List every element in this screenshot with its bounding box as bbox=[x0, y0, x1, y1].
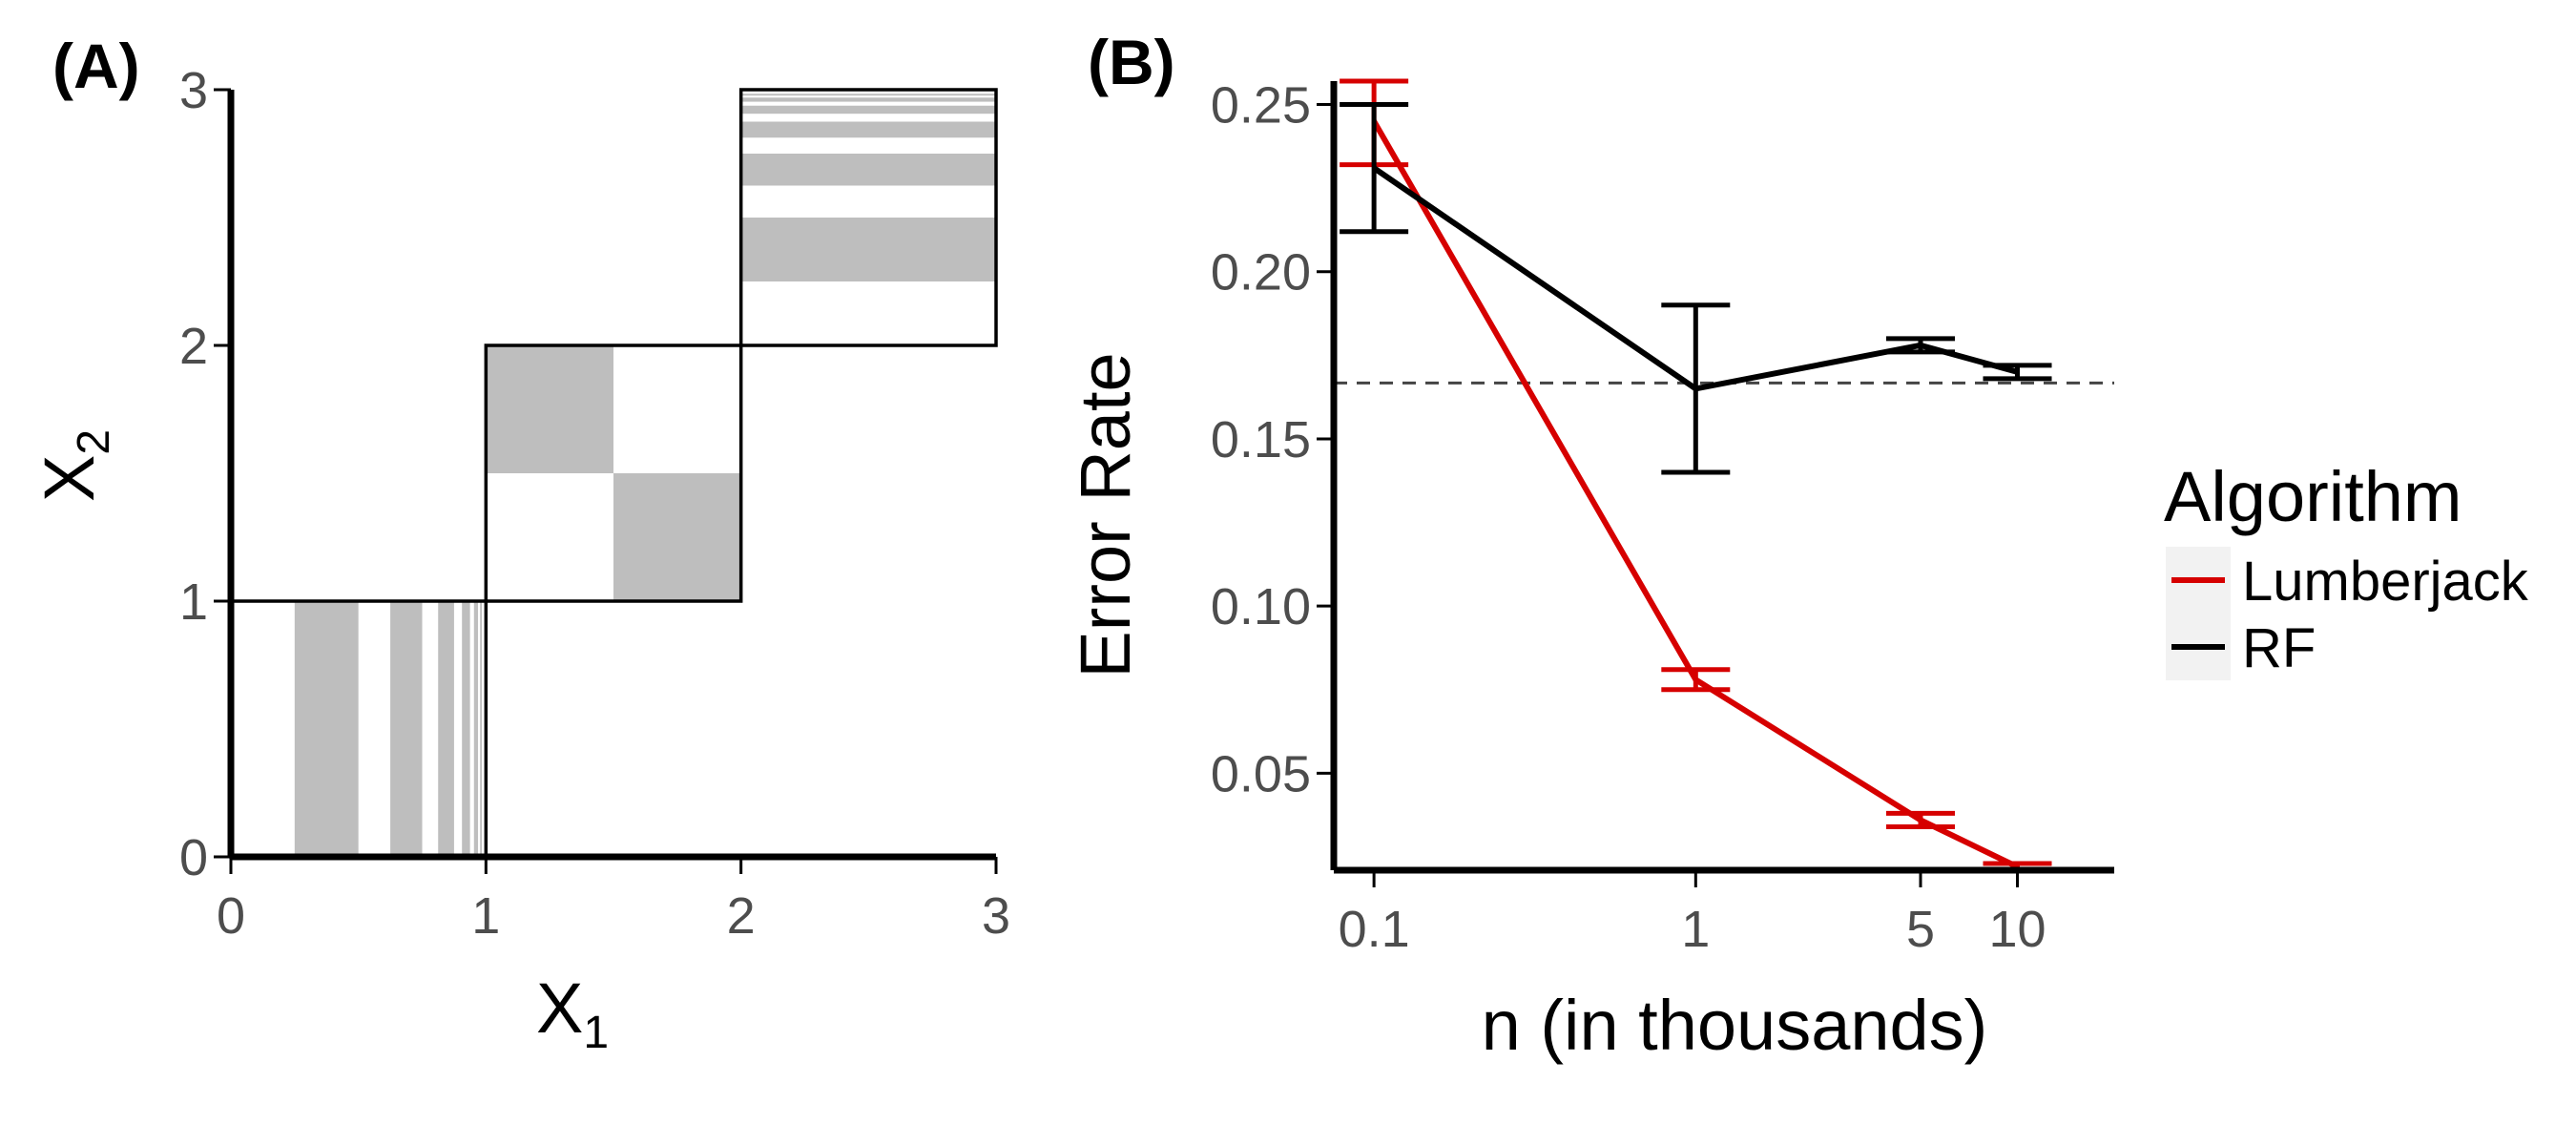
legend-title: Algorithm bbox=[2164, 457, 2462, 536]
region-box-2 bbox=[738, 88, 998, 347]
y-tick-label: 0.05 bbox=[1211, 745, 1311, 802]
shaded-region-4 bbox=[473, 601, 479, 857]
panel-a-y-ticks: 0 1 2 3 bbox=[179, 62, 231, 886]
panel-b-x-axis-title: n (in thousands) bbox=[1482, 986, 1988, 1065]
shaded-region-13 bbox=[740, 94, 996, 96]
legend-item-lumberjack: Lumberjack bbox=[2166, 547, 2529, 614]
region-box-1 bbox=[484, 344, 743, 603]
shaded-region-0 bbox=[294, 601, 359, 857]
panel-b: 0.1 1 5 10 0.05 0.10 0.15 0.20 0.25 (B) n (in t… bbox=[1066, 27, 2529, 1065]
series-rf bbox=[1340, 102, 2052, 475]
panel-a-label: (A) bbox=[52, 31, 140, 101]
x-tick-label: 1 bbox=[1681, 901, 1710, 958]
series-line bbox=[1371, 119, 2019, 870]
panel-b-x-ticks: 0.1 1 5 10 bbox=[1339, 870, 2046, 958]
shaded-region-6 bbox=[486, 345, 613, 473]
y-tick-label: 0.10 bbox=[1211, 578, 1311, 635]
error-bar bbox=[1661, 667, 1731, 693]
panel-a-y-axis-title: X2 bbox=[30, 429, 119, 502]
legend-item-rf: RF bbox=[2166, 614, 2316, 680]
series-line bbox=[1372, 165, 2019, 392]
x-tick-label: 0.1 bbox=[1339, 901, 1410, 958]
shaded-region-10 bbox=[740, 121, 996, 138]
panel-b-series bbox=[1340, 78, 2052, 873]
x-tick-label: 5 bbox=[1906, 901, 1935, 958]
y-tick-label: 0 bbox=[179, 829, 208, 886]
error-bar bbox=[1885, 336, 1955, 355]
shaded-region-3 bbox=[462, 601, 470, 857]
x-tick-label: 0 bbox=[217, 887, 245, 945]
error-bar bbox=[1885, 810, 1955, 829]
error-bar bbox=[1983, 363, 2052, 382]
panel-a-x-ticks: 0 1 2 3 bbox=[217, 857, 1010, 945]
shaded-region-1 bbox=[390, 601, 423, 857]
panel-b-label: (B) bbox=[1088, 27, 1175, 97]
y-tick-label: 1 bbox=[179, 573, 208, 631]
y-tick-label: 0.25 bbox=[1211, 77, 1311, 135]
shaded-region-9 bbox=[740, 154, 996, 186]
panel-a-shaded-regions bbox=[294, 94, 996, 857]
x-tick-label: 1 bbox=[471, 887, 500, 945]
panel-a-axes bbox=[227, 90, 996, 861]
series-lumberjack bbox=[1340, 78, 2052, 873]
y-tick-label: 0.15 bbox=[1211, 411, 1311, 468]
y-tick-label: 3 bbox=[179, 62, 208, 119]
x-tick-label: 10 bbox=[1988, 901, 2046, 958]
legend-label: Lumberjack bbox=[2242, 551, 2529, 613]
shaded-region-8 bbox=[740, 218, 996, 281]
panel-b-y-axis-title: Error Rate bbox=[1066, 352, 1145, 677]
panel-b-axes bbox=[1330, 81, 2114, 874]
shaded-region-5 bbox=[480, 601, 483, 857]
error-bar bbox=[1661, 302, 1731, 475]
legend-label: RF bbox=[2242, 617, 2316, 679]
x-tick-label: 3 bbox=[982, 887, 1010, 945]
error-bar bbox=[1340, 102, 1409, 235]
panel-a-x-axis-title: X1 bbox=[536, 968, 609, 1058]
shaded-region-7 bbox=[613, 473, 741, 601]
x-tick-label: 2 bbox=[727, 887, 756, 945]
y-tick-label: 0.20 bbox=[1211, 244, 1311, 302]
panel-a: 0 1 2 3 0 1 2 3 (A) X1 X2 bbox=[30, 31, 1010, 1058]
panel-b-y-ticks: 0.05 0.10 0.15 0.20 0.25 bbox=[1211, 77, 1334, 802]
shaded-region-12 bbox=[740, 97, 996, 102]
shaded-region-11 bbox=[740, 105, 996, 114]
shaded-region-2 bbox=[438, 601, 454, 857]
y-tick-label: 2 bbox=[179, 318, 208, 375]
